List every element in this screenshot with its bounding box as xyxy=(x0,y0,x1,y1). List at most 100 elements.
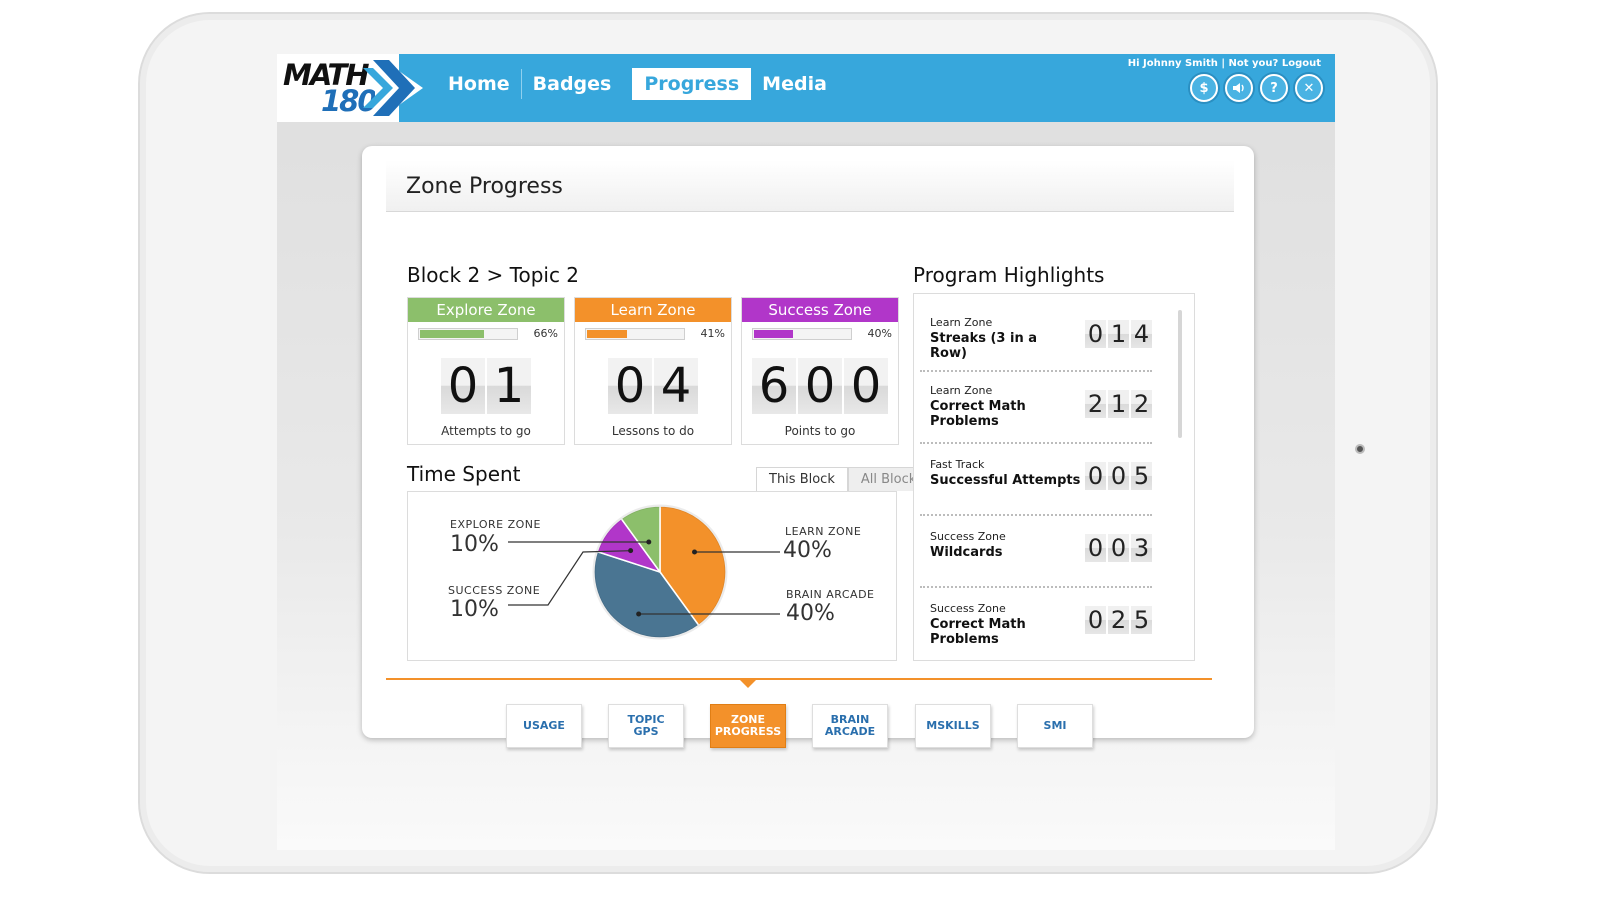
zone-percent: 40% xyxy=(867,327,892,340)
highlight-item: Fast Track Successful Attempts 0 0 5 xyxy=(920,444,1152,516)
pie-label-brain-arcade: BRAIN ARCADE xyxy=(786,588,875,601)
help-icon[interactable]: ? xyxy=(1260,74,1288,102)
block-title: Block 2 > Topic 2 xyxy=(407,263,580,287)
highlight-category: Learn Zone xyxy=(930,384,993,397)
user-links: Hi Johnny Smith | Not you? Logout xyxy=(1127,58,1321,69)
highlight-label: Wildcards xyxy=(930,545,1003,560)
pie-label-success: SUCCESS ZONE xyxy=(448,584,541,597)
pie-value-explore: 10% xyxy=(450,532,499,557)
nav-home[interactable]: Home xyxy=(448,73,510,95)
panel-header: Zone Progress xyxy=(386,160,1234,212)
zone-header: Success Zone xyxy=(742,298,898,322)
counter-digit: 2 xyxy=(1108,606,1129,634)
counter-digit: 1 xyxy=(1108,390,1129,418)
tab-this-block[interactable]: This Block xyxy=(756,467,848,491)
highlight-category: Fast Track xyxy=(930,458,985,471)
highlight-item: Learn Zone Streaks (3 in a Row) 0 1 4 xyxy=(920,300,1152,372)
zone-percent: 41% xyxy=(700,327,725,340)
highlight-label: Correct Math Problems xyxy=(930,399,1026,429)
counter-digit: 3 xyxy=(1131,534,1152,562)
counter-digit: 2 xyxy=(1131,390,1152,418)
nav-badges[interactable]: Badges xyxy=(532,73,612,95)
counter-digit: 5 xyxy=(1131,606,1152,634)
zone-card-learn: Learn Zone 41% 0 4 Lessons to do xyxy=(574,297,732,445)
counter-digit: 0 xyxy=(1085,320,1106,348)
time-spent-tabs: This Block All Blocks xyxy=(756,467,937,491)
zone-progress-fill xyxy=(754,330,793,338)
counter-digit: 0 xyxy=(1085,534,1106,562)
highlight-category: Learn Zone xyxy=(930,316,993,329)
zone-progress-bar: 66% xyxy=(418,327,558,341)
counter-digit: 0 xyxy=(844,358,888,414)
pie-value-success: 10% xyxy=(450,597,499,622)
main-nav: Home Badges Progress Media xyxy=(437,68,838,100)
leader-dot xyxy=(628,548,634,554)
home-button[interactable] xyxy=(1355,444,1365,454)
zone-percent: 66% xyxy=(533,327,558,340)
counter-digit: 0 xyxy=(1085,462,1106,490)
highlight-item: Success Zone Correct Math Problems 0 2 5 xyxy=(920,588,1152,660)
highlight-item: Success Zone Wildcards 0 0 3 xyxy=(920,516,1152,588)
tab-usage[interactable]: USAGE xyxy=(506,704,582,748)
zone-card-explore: Explore Zone 66% 0 1 Attempts to go xyxy=(407,297,565,445)
highlight-counter: 0 0 3 xyxy=(1085,534,1152,562)
not-you-link[interactable]: Not you? xyxy=(1228,58,1279,69)
counter-digit: 5 xyxy=(1131,462,1152,490)
speaker-icon[interactable] xyxy=(1225,74,1253,102)
zone-header: Learn Zone xyxy=(575,298,731,322)
pie-value-learn: 40% xyxy=(783,538,832,563)
zone-caption: Points to go xyxy=(784,424,856,438)
logout-link[interactable]: Logout xyxy=(1281,58,1321,69)
panel-title: Zone Progress xyxy=(406,174,563,199)
user-greeting: Hi Johnny Smith xyxy=(1127,58,1218,69)
zone-progress-fill xyxy=(587,330,627,338)
active-tab-indicator xyxy=(740,680,756,688)
counter-digit: 0 xyxy=(608,358,652,414)
highlights-list: Learn Zone Streaks (3 in a Row) 0 1 4 Le… xyxy=(913,293,1195,661)
tab-topic-gps[interactable]: TOPIC GPS xyxy=(608,704,684,748)
nav-progress[interactable]: Progress xyxy=(632,68,752,100)
counter-digit: 6 xyxy=(752,358,796,414)
pie-edge-shade xyxy=(592,504,728,640)
app-screen: MATH 180 Home Badges Progress Media Hi J… xyxy=(277,54,1335,850)
tab-mskills[interactable]: MSKILLS xyxy=(915,704,991,748)
counter-digit: 0 xyxy=(798,358,842,414)
counter-digit: 0 xyxy=(1108,462,1129,490)
section-divider xyxy=(386,678,1212,680)
highlight-counter: 0 2 5 xyxy=(1085,606,1152,634)
counter-digit: 1 xyxy=(487,358,531,414)
pie-label-learn: LEARN ZONE xyxy=(785,525,862,538)
tab-smi[interactable]: SMI xyxy=(1017,704,1093,748)
zone-caption: Attempts to go xyxy=(441,424,531,438)
highlight-counter: 2 1 2 xyxy=(1085,390,1152,418)
counter-digits: 0 1 xyxy=(408,358,564,414)
top-bar: MATH 180 Home Badges Progress Media Hi J… xyxy=(277,54,1335,122)
pie-label-explore: EXPLORE ZONE xyxy=(450,518,541,531)
leader-dot xyxy=(692,549,698,555)
time-spent-chart: EXPLORE ZONE 10% SUCCESS ZONE 10% LEARN … xyxy=(407,491,897,661)
leader-line-success-zone xyxy=(508,550,631,606)
highlights-scrollbar[interactable] xyxy=(1178,310,1182,438)
counter-digit: 1 xyxy=(1108,320,1129,348)
highlight-label: Successful Attempts xyxy=(930,473,1081,488)
highlights-title: Program Highlights xyxy=(913,263,1105,287)
counter-digits: 6 0 0 xyxy=(742,358,898,414)
time-spent-title: Time Spent xyxy=(407,462,521,486)
tab-zone-progress[interactable]: ZONE PROGRESS xyxy=(710,704,786,748)
coin-icon[interactable]: $ xyxy=(1190,74,1218,102)
highlight-category: Success Zone xyxy=(930,602,1006,615)
zone-progress-fill xyxy=(420,330,484,338)
leader-dot xyxy=(636,611,642,617)
highlight-counter: 0 1 4 xyxy=(1085,320,1152,348)
highlight-category: Success Zone xyxy=(930,530,1006,543)
counter-digit: 0 xyxy=(441,358,485,414)
zone-card-success: Success Zone 40% 6 0 0 Points to go xyxy=(741,297,899,445)
pie-chart xyxy=(508,504,780,640)
close-icon[interactable]: ✕ xyxy=(1295,74,1323,102)
top-icon-group: $ ? ✕ xyxy=(1190,74,1323,102)
leader-dot xyxy=(646,539,652,545)
nav-media[interactable]: Media xyxy=(762,73,827,95)
highlight-label: Correct Math Problems xyxy=(930,617,1026,647)
tab-brain-arcade[interactable]: BRAIN ARCADE xyxy=(812,704,888,748)
counter-digit: 2 xyxy=(1085,390,1106,418)
